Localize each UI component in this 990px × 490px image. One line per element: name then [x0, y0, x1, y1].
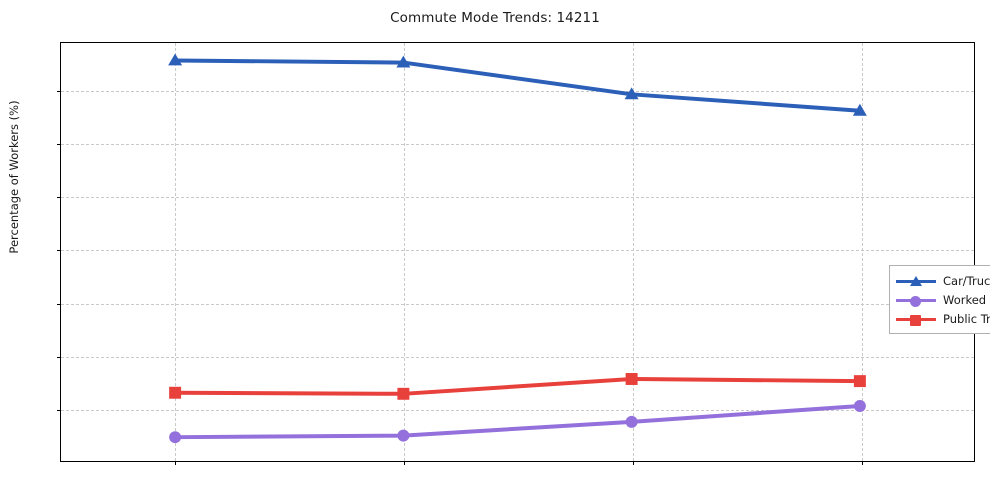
- series-line: [175, 58, 861, 113]
- data-point-marker: [852, 103, 867, 116]
- legend-swatch-square-icon: [896, 312, 936, 326]
- y-tick-mark: [57, 250, 61, 252]
- series-line: [175, 376, 860, 396]
- legend-marker: [910, 275, 922, 286]
- y-tick-mark: [57, 90, 61, 92]
- legend-label: Worked from Home: [943, 292, 990, 307]
- plot-area: 10%20%30%40%50%60%70% 2021202220232024 C…: [57, 42, 990, 465]
- legend-item[interactable]: Worked from Home: [896, 290, 990, 309]
- legend-item[interactable]: Public Transportation: [896, 309, 990, 328]
- data-point-marker: [169, 386, 182, 399]
- y-tick-mark: [57, 356, 61, 358]
- series-line: [175, 403, 861, 440]
- x-tick-mark: [861, 461, 863, 465]
- data-point-marker: [853, 375, 866, 388]
- data-point-marker: [397, 387, 410, 400]
- legend-label: Public Transportation: [943, 311, 990, 326]
- y-tick-mark: [57, 144, 61, 145]
- data-point-marker: [396, 55, 411, 68]
- legend-swatch-circle-icon: [896, 293, 936, 307]
- data-point-marker: [169, 431, 182, 444]
- series-lines: [168, 53, 867, 444]
- chart-legend: Car/Truck/Van Worked from Home Public Tran…: [889, 265, 990, 334]
- legend-swatch-triangle-icon: [896, 274, 936, 288]
- data-point-marker: [624, 87, 639, 100]
- y-tick-mark: [57, 409, 61, 411]
- y-tick-mark: [57, 197, 61, 199]
- data-point-marker: [397, 429, 410, 442]
- legend-label: Car/Truck/Van: [943, 273, 990, 288]
- x-tick-mark: [404, 461, 406, 465]
- data-point-marker: [625, 415, 638, 428]
- x-tick-mark: [175, 461, 177, 465]
- legend-item[interactable]: Car/Truck/Van: [896, 271, 990, 290]
- x-tick-mark: [632, 461, 634, 465]
- data-point-marker: [853, 400, 866, 412]
- y-axis-label: Percentage of Workers (%): [7, 100, 21, 254]
- chart-title: Commute Mode Trends: 14211: [390, 10, 600, 26]
- y-tick-mark: [57, 303, 61, 305]
- data-point-marker: [625, 373, 638, 385]
- legend-marker: [910, 295, 921, 307]
- legend-marker: [910, 314, 921, 326]
- data-point-marker: [168, 53, 183, 66]
